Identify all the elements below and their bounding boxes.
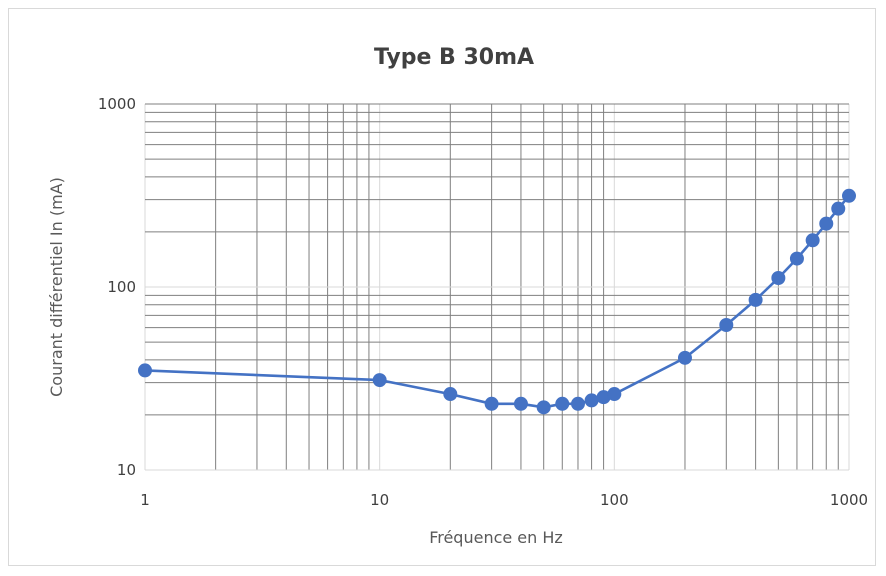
series-line <box>143 194 851 409</box>
data-point <box>570 396 585 411</box>
data-point <box>819 216 834 231</box>
y-axis-title: Courant différentiel In (mA) <box>47 177 66 397</box>
series-group <box>138 188 856 415</box>
data-point <box>677 350 692 365</box>
y-tick-label: 10 <box>117 461 136 479</box>
data-point <box>789 251 804 266</box>
data-point <box>138 363 152 378</box>
data-point <box>536 400 551 415</box>
data-point <box>513 396 528 411</box>
data-point <box>842 188 856 203</box>
data-point <box>805 233 820 248</box>
x-tick-label: 100 <box>600 491 629 509</box>
data-point <box>443 387 458 402</box>
x-tick-label: 10 <box>370 491 389 509</box>
x-tick-label: 1000 <box>830 491 868 509</box>
data-point <box>372 373 387 388</box>
data-point <box>584 393 599 408</box>
data-point <box>555 396 570 411</box>
plot-grid <box>144 103 850 471</box>
x-axis-title: Fréquence en Hz <box>429 528 563 547</box>
data-point <box>719 317 734 332</box>
y-tick-label: 100 <box>107 278 136 296</box>
data-point <box>607 387 622 402</box>
data-point <box>831 201 846 216</box>
data-point <box>748 292 763 307</box>
data-point <box>771 270 786 285</box>
chart-title: Type B 30mA <box>374 45 534 70</box>
x-tick-label: 1 <box>140 491 150 509</box>
y-tick-label: 1000 <box>98 95 136 113</box>
data-point <box>484 396 499 411</box>
